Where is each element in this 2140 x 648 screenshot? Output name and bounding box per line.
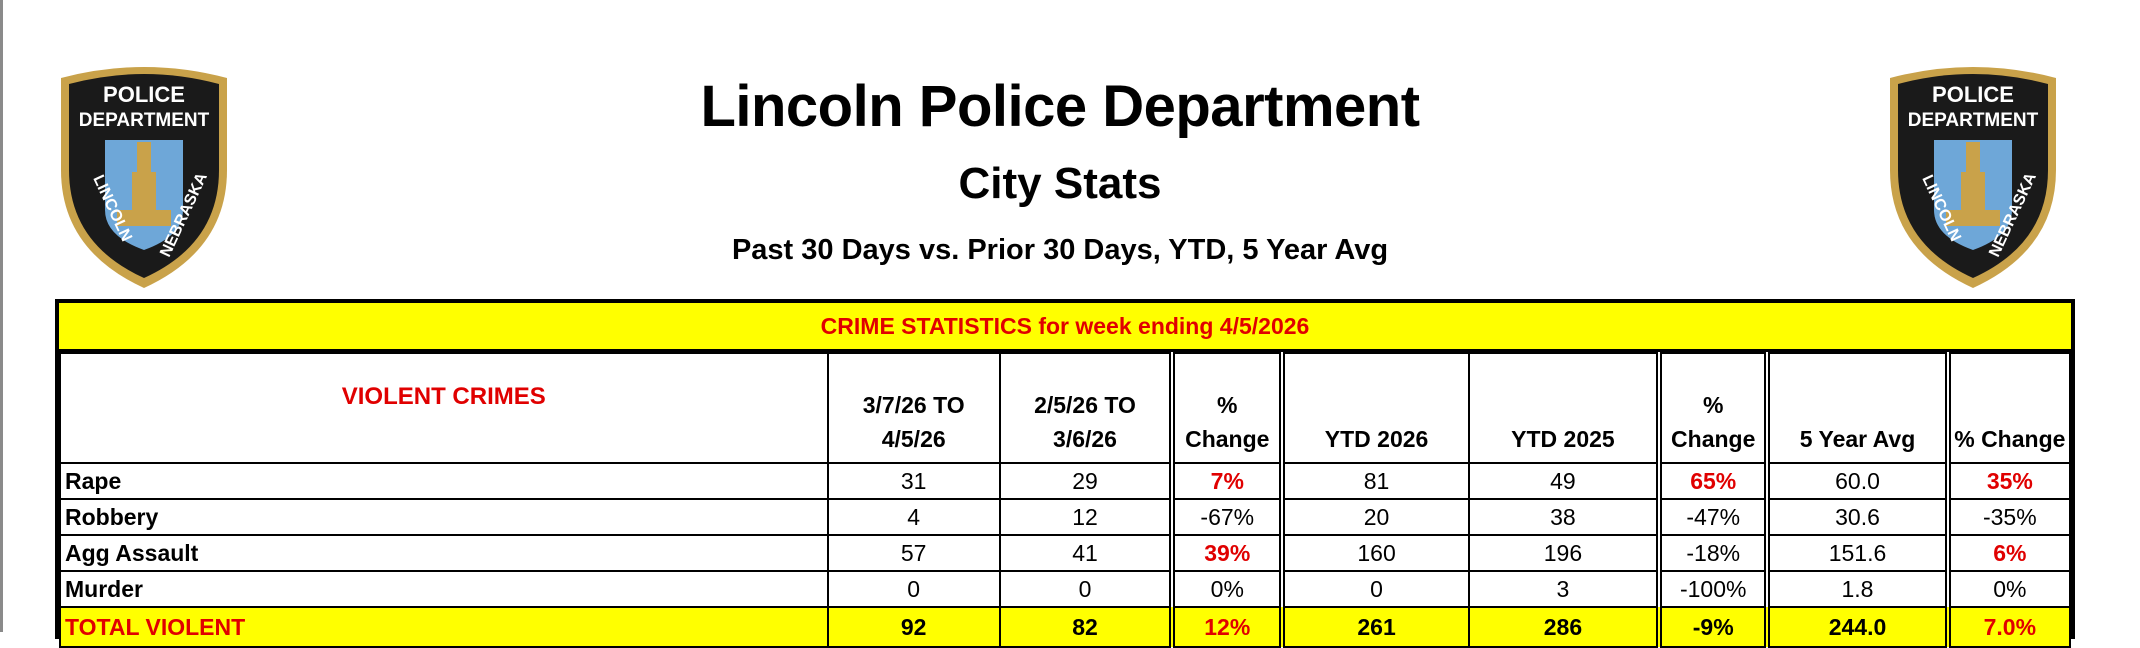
crime-name: TOTAL VIOLENT — [59, 606, 829, 648]
column-header: % Change — [1169, 352, 1286, 464]
stat-cell: -67% — [1169, 498, 1286, 536]
stat-cell: 7.0% — [1944, 606, 2072, 648]
stat-cell: 3 — [1467, 570, 1661, 608]
page-title: Lincoln Police Department — [700, 74, 1420, 139]
stat-cell: 35% — [1944, 462, 2072, 500]
stat-cell: 20 — [1281, 498, 1470, 536]
police-badge-right: POLICE DEPARTMENT LINCOLN NEBRASKA — [1890, 67, 2056, 288]
stat-cell: -35% — [1944, 498, 2072, 536]
table-row: Agg Assault 57 41 39% 160 196 -18% 151.6 6% — [59, 534, 2072, 572]
report-header: Lincoln Police Department City Stats Pas… — [0, 70, 2120, 268]
period-note: Past 30 Days vs. Prior 30 Days, YTD, 5 Y… — [731, 234, 1389, 266]
badge-line1: POLICE — [1932, 82, 2014, 107]
stat-cell: 6% — [1944, 534, 2072, 572]
stat-cell: 65% — [1656, 462, 1771, 500]
section-label: VIOLENT CRIMES — [59, 352, 829, 464]
stat-cell: 12 — [998, 498, 1174, 536]
stat-cell: 7% — [1169, 462, 1286, 500]
stat-cell: -18% — [1656, 534, 1771, 572]
crime-stats-table: CRIME STATISTICS for week ending 4/5/202… — [55, 299, 2075, 648]
stat-cell: 0% — [1944, 570, 2072, 608]
stat-cell: 151.6 — [1766, 534, 1949, 572]
stat-cell: 39% — [1169, 534, 1286, 572]
badge-line2: DEPARTMENT — [1908, 110, 2039, 131]
stat-cell: 82 — [998, 606, 1174, 648]
page-subtitle: City Stats — [958, 159, 1162, 208]
stat-cell: 0 — [826, 570, 1001, 608]
stat-cell: 286 — [1467, 606, 1661, 648]
stat-cell: 1.8 — [1766, 570, 1949, 608]
stat-cell: 57 — [826, 534, 1001, 572]
page-left-edge — [0, 0, 3, 632]
stat-cell: 92 — [826, 606, 1001, 648]
stat-cell: 49 — [1467, 462, 1661, 500]
stat-cell: 12% — [1169, 606, 1286, 648]
column-header: YTD 2026 — [1281, 352, 1470, 464]
crime-name: Robbery — [59, 498, 829, 536]
table-row: Murder 0 0 0% 0 3 -100% 1.8 0% — [59, 570, 2072, 608]
stat-cell: 41 — [998, 534, 1174, 572]
police-badge-left: POLICE DEPARTMENT LINCOLN NEBRASKA — [61, 67, 227, 288]
badge-line1: POLICE — [103, 82, 185, 107]
column-header: % Change — [1944, 352, 2072, 464]
stat-cell: 30.6 — [1766, 498, 1949, 536]
stat-cell: 196 — [1467, 534, 1661, 572]
report-banner: CRIME STATISTICS for week ending 4/5/202… — [59, 303, 2071, 352]
stat-cell: -9% — [1656, 606, 1771, 648]
table-header-row: VIOLENT CRIMES 3/7/26 TO 4/5/26 2/5/26 TO… — [59, 352, 2072, 464]
crime-name: Rape — [59, 462, 829, 500]
column-header: YTD 2025 — [1467, 352, 1661, 464]
stat-cell: -100% — [1656, 570, 1771, 608]
table-row: Rape 31 29 7% 81 49 65% 60.0 35% — [59, 462, 2072, 500]
stat-cell: 60.0 — [1766, 462, 1949, 500]
stat-cell: 29 — [998, 462, 1174, 500]
total-row: TOTAL VIOLENT 92 82 12% 261 286 -9% 244.0 7.0% — [59, 606, 2072, 648]
stat-cell: 4 — [826, 498, 1001, 536]
stat-cell: 160 — [1281, 534, 1470, 572]
crime-name: Murder — [59, 570, 829, 608]
column-header: % Change — [1656, 352, 1771, 464]
column-header: 5 Year Avg — [1766, 352, 1949, 464]
stat-cell: 261 — [1281, 606, 1470, 648]
stat-cell: 38 — [1467, 498, 1661, 536]
stat-cell: 244.0 — [1766, 606, 1949, 648]
stat-cell: 31 — [826, 462, 1001, 500]
stat-cell: -47% — [1656, 498, 1771, 536]
violent-crimes-table: VIOLENT CRIMES 3/7/26 TO 4/5/26 2/5/26 TO… — [59, 352, 2072, 648]
crime-name: Agg Assault — [59, 534, 829, 572]
badge-line2: DEPARTMENT — [79, 110, 210, 131]
table-row: Robbery 4 12 -67% 20 38 -47% 30.6 -35% — [59, 498, 2072, 536]
stat-cell: 81 — [1281, 462, 1470, 500]
column-header: 3/7/26 TO 4/5/26 — [826, 352, 1001, 464]
stat-cell: 0 — [1281, 570, 1470, 608]
stat-cell: 0% — [1169, 570, 1286, 608]
column-header: 2/5/26 TO 3/6/26 — [998, 352, 1174, 464]
stat-cell: 0 — [998, 570, 1174, 608]
